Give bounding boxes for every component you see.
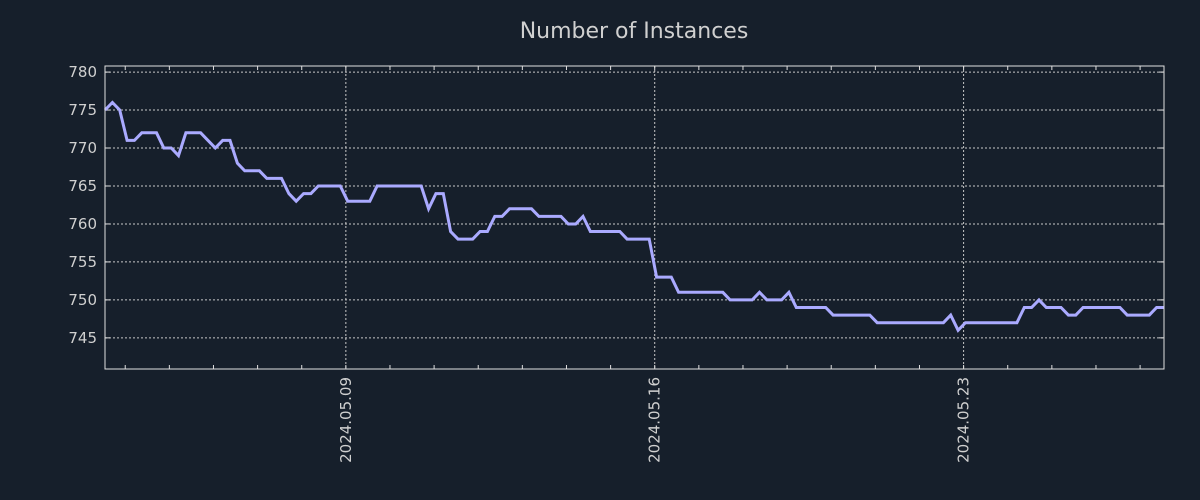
axis-ticks: 745 750 755 760 765 770 775 780 2024.05.09 2024.0… [68,63,1164,463]
x-tick-label: 2024.05.23 [955,377,973,463]
grid [105,66,1164,369]
y-tick-label: 765 [68,177,97,195]
chart-title: Number of Instances [520,19,749,44]
series-line-number-of-instances [103,100,1164,333]
y-tick-label: 775 [68,101,97,119]
y-tick-label: 750 [68,291,97,309]
y-tick-label: 760 [68,215,97,233]
x-tick-label: 2024.05.16 [646,377,664,463]
plot-frame [104,65,1165,370]
y-tick-label: 755 [68,253,97,271]
y-tick-label: 780 [68,63,97,81]
x-tick-label: 2024.05.09 [337,377,355,463]
y-tick-label: 745 [68,329,97,347]
y-tick-label: 770 [68,139,97,157]
